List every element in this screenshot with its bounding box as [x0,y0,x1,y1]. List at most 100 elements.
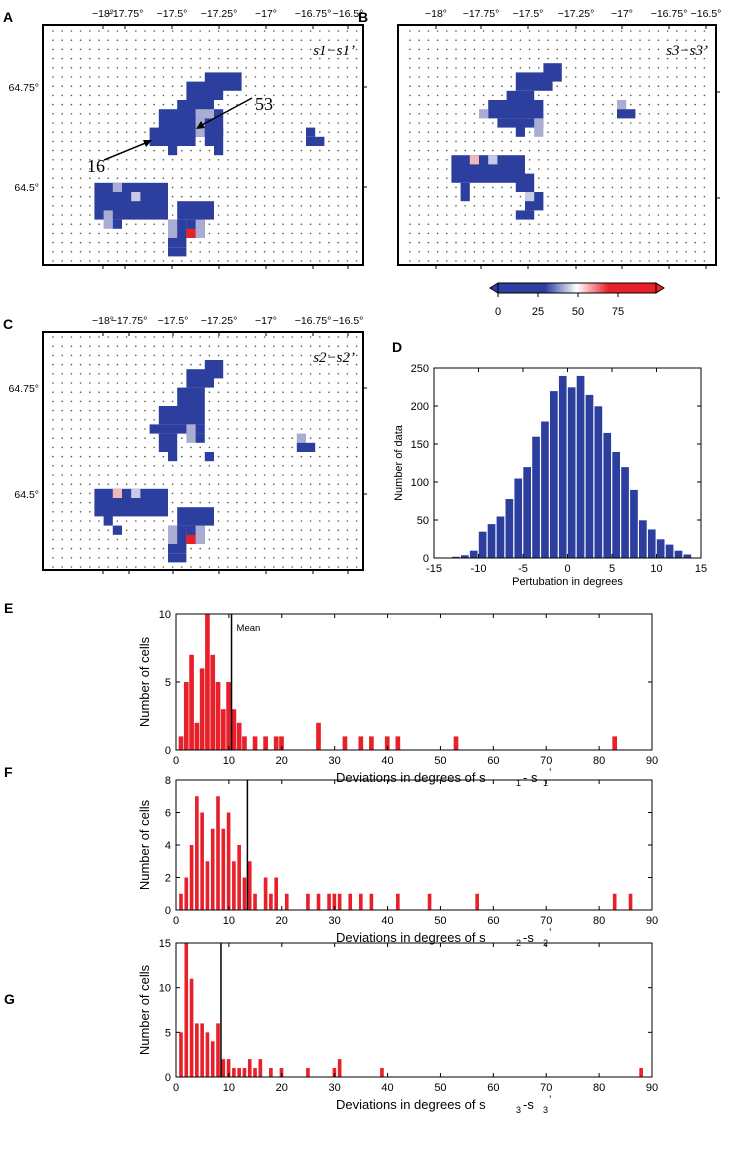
grid-dot [620,94,623,97]
grid-dot [328,566,330,568]
grid-dot [125,30,128,32]
grid-dot [227,419,229,421]
grid-dot [273,455,275,458]
grid-dot [427,177,430,179]
grid-dot [620,177,623,179]
grid-dot [245,30,247,32]
grid-dot [648,67,650,69]
grid-dot [501,205,503,207]
grid-dot [116,241,119,244]
grid-dot [70,419,73,421]
grid-dot [98,168,100,170]
grid-dot [116,113,119,115]
grid-dot [52,520,54,522]
grid-dot [584,57,586,60]
grid-dot [611,149,614,152]
grid-dot [409,140,411,143]
stress-cell [306,127,316,137]
grid-dot [703,241,706,244]
grid-dot [337,214,340,216]
histogram-bar [269,1068,273,1077]
grid-dot [144,465,146,467]
grid-dot [436,223,439,225]
grid-dot [611,48,614,51]
grid-dot [328,168,330,170]
grid-dot [291,373,294,375]
grid-dot [79,94,82,97]
grid-dot [135,113,137,115]
grid-dot [556,186,558,189]
histogram-bar [242,877,247,910]
grid-dot [602,214,604,216]
grid-dot [236,122,238,124]
grid-dot [61,336,63,338]
grid-dot [676,85,678,87]
grid-dot [291,103,294,106]
grid-dot [300,409,303,412]
grid-dot [89,419,91,421]
grid-dot [565,131,568,133]
histogram-bar [237,845,241,910]
grid-dot [227,557,229,559]
grid-dot [473,103,476,106]
grid-dot [199,501,201,504]
grid-dot [79,465,82,467]
grid-dot [492,260,494,262]
grid-dot [181,483,183,486]
x-tick-label: 50 [434,1082,446,1094]
grid-dot [144,520,146,522]
grid-dot [254,260,257,262]
grid-dot [273,391,275,394]
grid-dot [409,94,411,97]
grid-dot [254,251,257,253]
grid-dot [694,48,696,51]
grid-dot [620,85,623,87]
grid-dot [227,483,229,486]
grid-dot [263,149,266,152]
grid-dot [116,538,119,541]
grid-dot [208,39,211,41]
grid-dot [70,30,73,32]
grid-dot [153,122,155,124]
grid-dot [565,94,568,97]
grid-dot [291,39,294,41]
grid-dot [584,186,586,189]
grid-dot [98,85,100,87]
grid-dot [703,159,706,161]
grid-dot [171,159,174,161]
grid-dot [328,149,330,152]
grid-dot [208,345,211,348]
grid-dot [217,538,220,541]
grid-dot [245,103,247,106]
maps-layer: A −18°−17.75° −17.5° −17.25° −17° −16.75° −16.… [3,8,721,574]
grid-dot [510,85,512,87]
grid-dot [703,168,706,170]
histogram-bar [247,1059,252,1077]
x-tick-label: 90 [646,915,658,927]
grid-dot [611,94,614,97]
grid-dot [61,159,63,161]
grid-dot [418,251,421,253]
grid-dot [355,547,358,550]
grid-dot [227,103,229,106]
grid-dot [61,557,63,559]
y-tick-label: 0 [165,745,171,757]
grid-dot [263,409,266,412]
grid-dot [565,177,568,179]
grid-dot [263,131,266,133]
grid-dot [556,223,558,225]
grid-dot [319,214,321,216]
grid-dot [291,538,294,541]
histogram-bar [647,528,657,559]
grid-dot [620,241,623,244]
grid-dot [245,529,247,531]
grid-dot [346,354,349,357]
grid-dot [694,195,696,198]
grid-dot [319,520,321,522]
grid-dot [208,57,211,60]
grid-dot [657,186,660,189]
grid-dot [630,232,632,235]
grid-dot [427,85,430,87]
histogram-bar [215,682,221,750]
